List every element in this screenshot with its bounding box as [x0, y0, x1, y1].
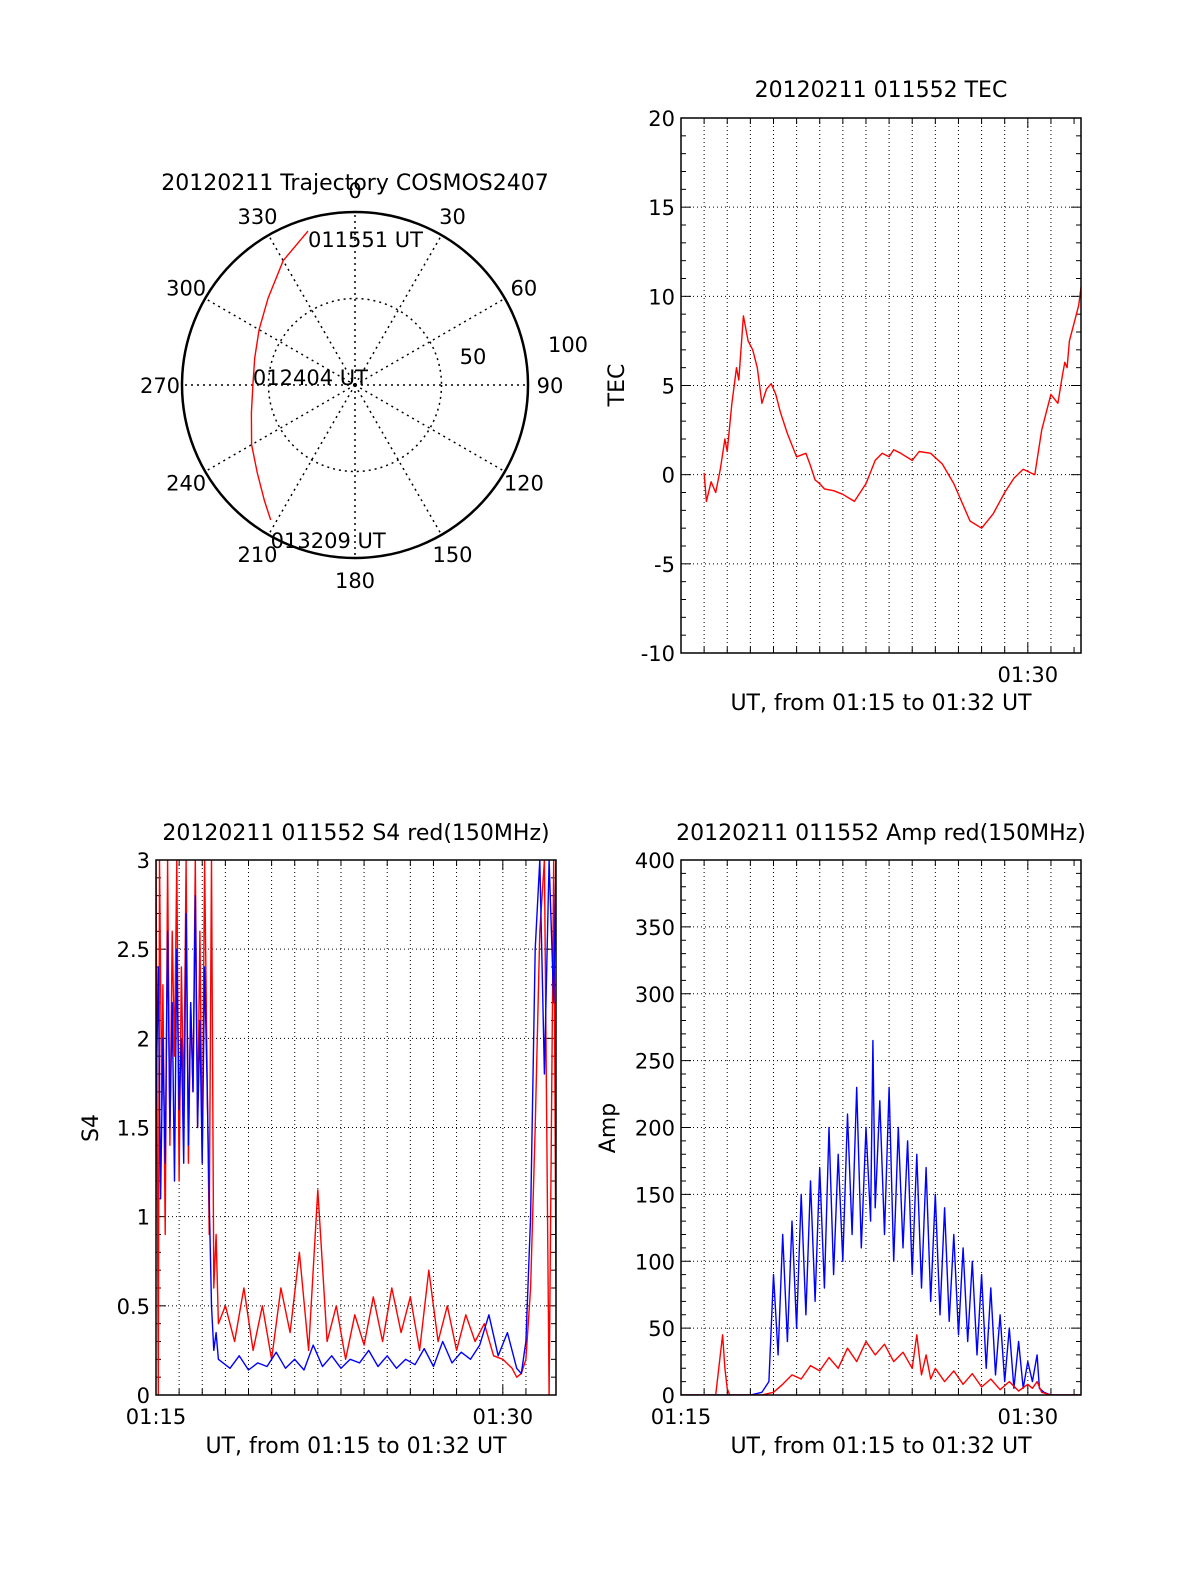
s4-ytick-label-2-5: 2.5	[117, 938, 150, 962]
amp-x-label: UT, from 01:15 to 01:32 UT	[730, 1434, 1032, 1459]
polar-spoke-60	[354, 297, 506, 386]
polar-azimuth-label-120: 120	[504, 472, 544, 496]
amp-title: 20120211 011552 Amp red(150MHz)	[676, 821, 1086, 846]
s4-plot: 20120211 011552 S4 red(150MHz) S4 UT, fr…	[79, 821, 557, 1459]
amp-series-line-red	[681, 1334, 1081, 1395]
s4-ytick-label-1-5: 1.5	[117, 1117, 150, 1141]
amp-series-line-blue	[681, 1039, 1081, 1395]
tec-ytick-label-5: -5	[654, 553, 675, 577]
polar-title: 20120211 Trajectory COSMOS2407	[161, 171, 548, 196]
s4-frame	[155, 859, 557, 1396]
amp-ytick-label-200: 200	[635, 1117, 675, 1141]
tec-y-label: TEC	[605, 364, 630, 408]
polar-spoke-30	[354, 234, 443, 386]
polar-azimuth-label-0: 0	[348, 179, 361, 203]
amp-ytick-label-100: 100	[635, 1250, 675, 1274]
polar-annotation-011551-ut: 011551 UT	[308, 228, 423, 252]
polar-azimuth-label-300: 300	[166, 277, 206, 301]
polar-series	[250, 230, 309, 521]
amp-ytick-label-400: 400	[635, 849, 675, 873]
amp-y-label: Amp	[596, 1103, 621, 1153]
polar-labels: 0 30 60 90 120 150 180 210 240 270 300 330 50 100 0115…	[140, 179, 588, 593]
polar-trajectory-line	[250, 230, 309, 521]
tec-ytick-label-0: 0	[662, 464, 675, 488]
s4-ytick-label-1: 1	[137, 1206, 150, 1230]
s4-series-group	[156, 860, 556, 1395]
tec-ytick-label-10: -10	[641, 642, 675, 666]
s4-series-line-blue	[156, 860, 556, 1375]
s4-series-line-red	[156, 860, 556, 1395]
polar-annotation-012404-ut: 012404 UT	[253, 366, 368, 390]
amp-plot: 20120211 011552 Amp red(150MHz) Amp UT, …	[596, 821, 1086, 1459]
amp-ytick-label-300: 300	[635, 983, 675, 1007]
s4-axes: 0 0.5 1 1.5 2 2.5 3 01:15 01:30	[117, 849, 557, 1429]
polar-azimuth-label-150: 150	[432, 543, 472, 567]
s4-ytick-label-3: 3	[137, 849, 150, 873]
tec-frame	[680, 117, 1082, 654]
polar-ring-50	[267, 297, 443, 473]
polar-azimuth-label-210: 210	[237, 543, 277, 567]
tec-axes: -10 -5 0 5 10 15 20 01:30	[641, 107, 1082, 687]
polar-spoke-240	[204, 384, 356, 473]
amp-ytick-label-250: 250	[635, 1050, 675, 1074]
tec-x-label: UT, from 01:15 to 01:32 UT	[730, 691, 1032, 716]
tec-ytick-label-20: 20	[648, 107, 675, 131]
amp-frame	[680, 859, 1082, 1396]
s4-xtick-label-01-30: 01:30	[473, 1405, 534, 1429]
tec-ytick-label-5: 5	[662, 375, 675, 399]
polar-outer-ring	[180, 210, 530, 560]
polar-azimuth-label-180: 180	[335, 569, 375, 593]
amp-axes: 0 50 100 150 200 250 300 350 400 01:15 01:30	[635, 849, 1082, 1429]
s4-ytick-label-2: 2	[137, 1027, 150, 1051]
polar-spoke-150	[354, 384, 443, 536]
tec-ytick-label-10: 10	[648, 285, 675, 309]
polar-annotation-013209-ut: 013209 UT	[271, 529, 386, 553]
amp-ytick-label-0: 0	[662, 1384, 675, 1408]
polar-azimuth-label-270: 270	[140, 374, 180, 398]
amp-xtick-label-01-30: 01:30	[998, 1405, 1059, 1429]
amp-xtick-label-01-15: 01:15	[651, 1405, 712, 1429]
s4-xtick-label-01-15: 01:15	[126, 1405, 187, 1429]
tec-xtick-label-01-30: 01:30	[998, 663, 1059, 687]
polar-radial-label-50: 50	[460, 345, 487, 369]
amp-ytick-label-50: 50	[648, 1317, 675, 1341]
polar-trajectory-plot: 20120211 Trajectory COSMOS2407 0 30 60 90 12…	[140, 171, 588, 593]
polar-azimuth-label-240: 240	[166, 472, 206, 496]
s4-y-label: S4	[79, 1114, 104, 1142]
tec-series-line-red	[703, 287, 1081, 529]
s4-ytick-label-0-5: 0.5	[117, 1295, 150, 1319]
s4-x-label: UT, from 01:15 to 01:32 UT	[205, 1434, 507, 1459]
s4-title: 20120211 011552 S4 red(150MHz)	[162, 821, 549, 846]
amp-ytick-label-350: 350	[635, 916, 675, 940]
polar-azimuth-label-30: 30	[439, 205, 466, 229]
tec-ytick-label-15: 15	[648, 196, 675, 220]
s4-ytick-label-0: 0	[137, 1384, 150, 1408]
tec-plot: 20120211 011552 TEC TEC UT, from 01:15 t…	[605, 78, 1082, 716]
tec-series-group	[703, 287, 1081, 529]
polar-spoke-210	[267, 384, 356, 536]
polar-azimuth-label-330: 330	[237, 205, 277, 229]
tec-title: 20120211 011552 TEC	[755, 78, 1008, 103]
amp-ytick-label-150: 150	[635, 1183, 675, 1207]
polar-spoke-300	[204, 297, 356, 386]
polar-radial-label-100: 100	[548, 333, 588, 357]
polar-spoke-120	[354, 384, 506, 473]
polar-azimuth-label-60: 60	[511, 277, 538, 301]
amp-series-group	[681, 1039, 1081, 1395]
polar-azimuth-label-90: 90	[537, 374, 564, 398]
